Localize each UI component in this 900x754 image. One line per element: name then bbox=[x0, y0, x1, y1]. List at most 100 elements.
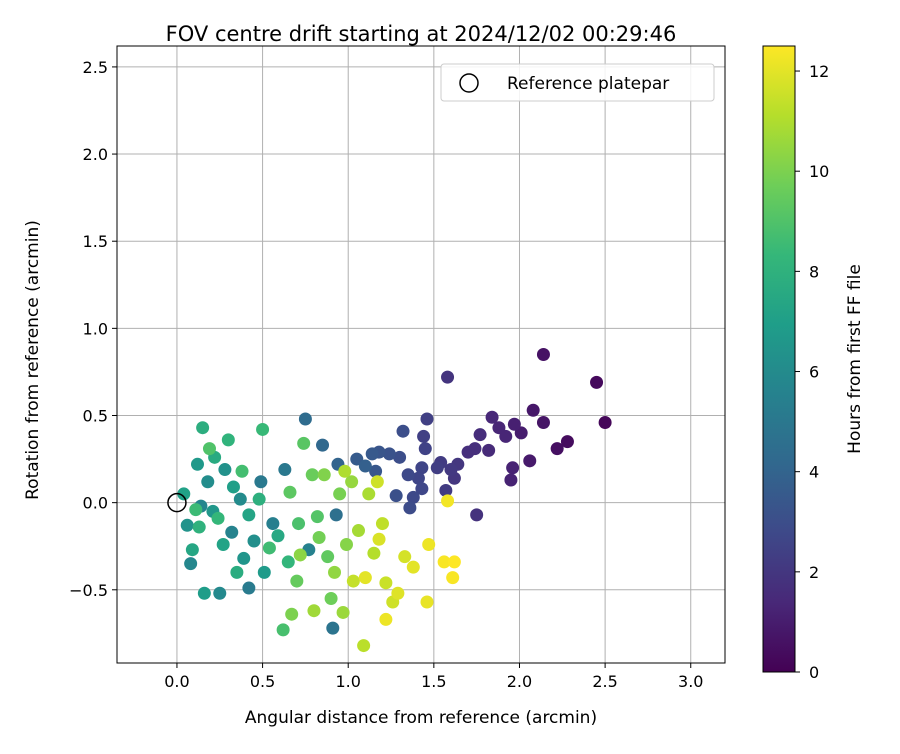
data-point bbox=[550, 442, 564, 456]
data-point bbox=[473, 428, 487, 442]
data-point bbox=[310, 510, 324, 524]
y-tick-label: −0.5 bbox=[69, 581, 108, 600]
data-point bbox=[358, 459, 372, 473]
data-point bbox=[375, 517, 389, 531]
data-point bbox=[230, 565, 244, 579]
data-point bbox=[358, 571, 372, 585]
data-point bbox=[439, 483, 453, 497]
data-point bbox=[185, 543, 199, 557]
data-point bbox=[290, 574, 304, 588]
x-axis-label: Angular distance from reference (arcmin) bbox=[245, 708, 597, 728]
data-point bbox=[221, 433, 235, 447]
colorbar-tick-label: 10 bbox=[809, 162, 829, 181]
data-point bbox=[351, 524, 365, 538]
colorbar-tick-label: 4 bbox=[809, 463, 819, 482]
data-point bbox=[446, 571, 460, 585]
colorbar-label: Hours from first FF file bbox=[845, 264, 865, 454]
data-point bbox=[485, 410, 499, 424]
data-point bbox=[226, 480, 240, 494]
reference-marker-layer bbox=[167, 492, 187, 513]
data-point bbox=[298, 412, 312, 426]
data-point bbox=[357, 639, 371, 653]
data-point bbox=[333, 487, 347, 501]
data-point bbox=[406, 560, 420, 574]
data-point bbox=[292, 517, 306, 531]
colorbar-gradient bbox=[762, 45, 796, 673]
colorbar-ticks: 0 2 4 6 8 10 12 bbox=[795, 62, 829, 682]
x-tick-label: 0.5 bbox=[250, 672, 275, 691]
data-point bbox=[391, 586, 405, 600]
data-point bbox=[338, 464, 352, 478]
data-point bbox=[401, 468, 415, 482]
x-tick-label: 1.5 bbox=[421, 672, 446, 691]
data-point bbox=[266, 517, 280, 531]
data-point bbox=[278, 463, 292, 477]
data-point bbox=[420, 412, 434, 426]
data-point bbox=[271, 529, 285, 543]
data-point bbox=[444, 463, 458, 477]
data-point bbox=[367, 546, 381, 560]
legend-reference-marker-icon bbox=[459, 73, 479, 93]
data-point bbox=[177, 487, 191, 501]
data-point bbox=[370, 475, 384, 489]
data-point bbox=[417, 429, 431, 443]
data-point bbox=[189, 503, 203, 517]
data-point bbox=[213, 586, 227, 600]
data-point bbox=[598, 415, 612, 429]
data-point bbox=[415, 482, 429, 496]
data-point bbox=[329, 508, 343, 522]
data-point bbox=[218, 463, 232, 477]
legend: Reference platepar bbox=[440, 63, 715, 102]
data-point bbox=[430, 461, 444, 475]
colorbar-tick-label: 0 bbox=[809, 663, 819, 682]
data-point bbox=[235, 464, 249, 478]
data-point bbox=[420, 595, 434, 609]
data-point bbox=[415, 461, 429, 475]
colorbar: 0 2 4 6 8 10 12 Hours from first FF file bbox=[762, 45, 865, 682]
data-point bbox=[328, 565, 342, 579]
y-tick-label: 2.0 bbox=[83, 145, 108, 164]
data-point bbox=[482, 443, 496, 457]
data-point bbox=[262, 541, 276, 555]
data-point bbox=[316, 438, 330, 452]
data-point bbox=[441, 370, 455, 384]
data-point bbox=[297, 436, 311, 450]
data-point bbox=[492, 421, 506, 435]
data-point bbox=[396, 424, 410, 438]
data-point bbox=[470, 508, 484, 522]
data-point bbox=[437, 555, 451, 569]
data-point bbox=[254, 475, 268, 489]
data-point bbox=[242, 508, 256, 522]
y-tick-label: 2.5 bbox=[83, 58, 108, 77]
data-point bbox=[339, 537, 353, 551]
data-point bbox=[285, 607, 299, 621]
data-point bbox=[406, 490, 420, 504]
data-point bbox=[202, 442, 216, 456]
data-point bbox=[324, 592, 338, 606]
data-point bbox=[233, 492, 247, 506]
data-point bbox=[184, 557, 198, 571]
data-point bbox=[398, 550, 412, 564]
data-point bbox=[393, 450, 407, 464]
data-point bbox=[422, 537, 436, 551]
data-point bbox=[461, 445, 475, 459]
x-tick-label: 3.0 bbox=[678, 672, 703, 691]
data-point bbox=[190, 457, 204, 471]
data-point bbox=[283, 485, 297, 499]
y-tick-label: 1.0 bbox=[83, 319, 108, 338]
data-point bbox=[346, 574, 360, 588]
data-point bbox=[523, 454, 537, 468]
x-tick-label: 1.0 bbox=[335, 672, 360, 691]
data-point bbox=[382, 447, 396, 461]
data-point bbox=[201, 475, 215, 489]
data-point bbox=[514, 426, 528, 440]
data-point bbox=[441, 494, 455, 508]
x-axis-ticks: 0.0 0.5 1.0 1.5 2.0 2.5 3.0 bbox=[164, 663, 703, 691]
colorbar-tick-label: 8 bbox=[809, 262, 819, 281]
x-tick-label: 2.5 bbox=[592, 672, 617, 691]
colorbar-tick-label: 12 bbox=[809, 62, 829, 81]
data-point bbox=[447, 555, 461, 569]
data-point bbox=[411, 471, 425, 485]
data-point bbox=[216, 537, 230, 551]
